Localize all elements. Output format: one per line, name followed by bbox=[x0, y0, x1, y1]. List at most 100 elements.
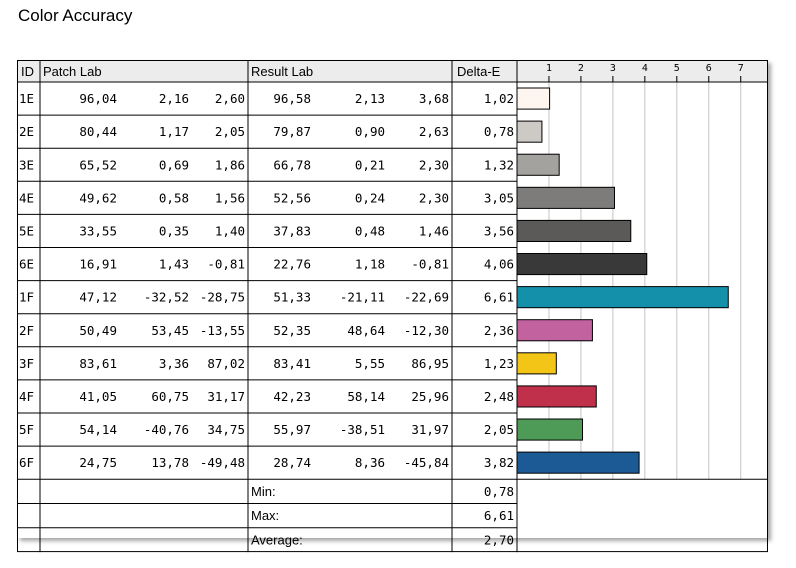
bar-3E bbox=[516, 153, 560, 176]
patch-lab-value: 1,43 bbox=[159, 257, 189, 272]
result-lab-value: 37,83 bbox=[273, 223, 311, 238]
patch-lab-value: 54,14 bbox=[79, 422, 117, 437]
delta-e-value: 4,06 bbox=[484, 257, 514, 272]
footer-value: 2,70 bbox=[484, 532, 514, 547]
result-lab-value: 0,48 bbox=[355, 223, 385, 238]
patch-lab-value: 96,04 bbox=[79, 91, 117, 106]
result-lab-value: 42,23 bbox=[273, 389, 311, 404]
patch-lab-value: 47,12 bbox=[79, 290, 117, 305]
result-lab-value: 2,63 bbox=[419, 124, 449, 139]
patch-lab-value: -32,52 bbox=[144, 290, 189, 305]
result-lab-value: 25,96 bbox=[411, 389, 449, 404]
result-lab-value: 86,95 bbox=[411, 356, 449, 371]
patch-lab-value: 1,17 bbox=[159, 124, 189, 139]
patch-lab-value: -49,48 bbox=[200, 455, 245, 470]
bar-3F bbox=[516, 352, 557, 375]
result-lab-value: 51,33 bbox=[273, 290, 311, 305]
patch-lab-value: 1,40 bbox=[215, 223, 245, 238]
delta-e-value: 2,05 bbox=[484, 422, 514, 437]
result-lab-value: 3,68 bbox=[419, 91, 449, 106]
row-id: 3E bbox=[19, 157, 34, 172]
patch-lab-value: 0,35 bbox=[159, 223, 189, 238]
result-lab-value: 79,87 bbox=[273, 124, 311, 139]
tick-label-6: 6 bbox=[706, 63, 712, 74]
result-lab-value: -45,84 bbox=[404, 455, 449, 470]
row-id: 4F bbox=[19, 389, 34, 404]
result-lab-value: 58,14 bbox=[347, 389, 385, 404]
patch-lab-value: 2,16 bbox=[159, 91, 189, 106]
tick-label-7: 7 bbox=[738, 63, 744, 74]
row-id: 6F bbox=[19, 455, 34, 470]
bar-5F bbox=[516, 418, 584, 441]
header-result-lab: Result Lab bbox=[251, 64, 313, 79]
patch-lab-value: 49,62 bbox=[79, 190, 117, 205]
patch-lab-value: 1,56 bbox=[215, 190, 245, 205]
bar-4E bbox=[516, 186, 615, 209]
bar-1E bbox=[516, 87, 551, 110]
row-id: 5F bbox=[19, 422, 34, 437]
chart-title: Color Accuracy bbox=[18, 6, 133, 25]
patch-lab-value: -40,76 bbox=[144, 422, 189, 437]
patch-lab-value: 33,55 bbox=[79, 223, 117, 238]
patch-lab-value: 83,61 bbox=[79, 356, 117, 371]
bar-2E bbox=[516, 120, 543, 143]
row-id: 6E bbox=[19, 257, 34, 272]
row-id: 4E bbox=[19, 190, 34, 205]
tick-label-4: 4 bbox=[642, 63, 648, 74]
bar-6F bbox=[516, 451, 640, 474]
footer-value: 0,78 bbox=[484, 484, 514, 499]
delta-e-value: 3,56 bbox=[484, 223, 514, 238]
patch-lab-value: 0,69 bbox=[159, 157, 189, 172]
result-lab-value: -0,81 bbox=[411, 257, 449, 272]
patch-lab-value: 2,60 bbox=[215, 91, 245, 106]
delta-e-value: 1,23 bbox=[484, 356, 514, 371]
result-lab-value: 66,78 bbox=[273, 157, 311, 172]
row-id: 5E bbox=[19, 223, 34, 238]
bar-4F bbox=[516, 385, 597, 408]
result-lab-value: 96,58 bbox=[273, 91, 311, 106]
patch-lab-value: 3,36 bbox=[159, 356, 189, 371]
footer-label: Average: bbox=[251, 532, 303, 547]
delta-e-value: 1,32 bbox=[484, 157, 514, 172]
patch-lab-value: 24,75 bbox=[79, 455, 117, 470]
patch-lab-value: 1,86 bbox=[215, 157, 245, 172]
tick-label-2: 2 bbox=[578, 63, 584, 74]
bar-1F bbox=[516, 286, 729, 309]
tick-label-5: 5 bbox=[674, 63, 680, 74]
row-id: 1F bbox=[19, 290, 34, 305]
patch-lab-value: 31,17 bbox=[207, 389, 245, 404]
delta-e-value: 0,78 bbox=[484, 124, 514, 139]
patch-lab-value: 87,02 bbox=[207, 356, 245, 371]
result-lab-value: 1,46 bbox=[419, 223, 449, 238]
result-lab-value: 48,64 bbox=[347, 323, 385, 338]
result-lab-value: 0,24 bbox=[355, 190, 385, 205]
patch-lab-value: -13,55 bbox=[200, 323, 245, 338]
delta-e-value: 6,61 bbox=[484, 290, 514, 305]
patch-lab-value: 65,52 bbox=[79, 157, 117, 172]
result-lab-value: 31,97 bbox=[411, 422, 449, 437]
row-id: 1E bbox=[19, 91, 34, 106]
bar-2F bbox=[516, 319, 593, 342]
header-row bbox=[17, 60, 768, 82]
patch-lab-value: 41,05 bbox=[79, 389, 117, 404]
result-lab-value: 83,41 bbox=[273, 356, 311, 371]
color-accuracy-table: ID Patch Lab Result Lab Delta-E 1 2 3 4 5 6 7 1E 96,… bbox=[17, 60, 768, 553]
result-lab-value: 0,21 bbox=[355, 157, 385, 172]
result-lab-value: 5,55 bbox=[355, 356, 385, 371]
patch-lab-value: 53,45 bbox=[151, 323, 189, 338]
header-id: ID bbox=[21, 64, 34, 79]
result-lab-value: -22,69 bbox=[404, 290, 449, 305]
result-lab-value: 8,36 bbox=[355, 455, 385, 470]
table-border bbox=[17, 60, 768, 553]
delta-e-value: 1,02 bbox=[484, 91, 514, 106]
row-id: 2F bbox=[19, 323, 34, 338]
delta-e-value: 3,05 bbox=[484, 190, 514, 205]
patch-lab-value: 0,58 bbox=[159, 190, 189, 205]
result-lab-value: 2,30 bbox=[419, 157, 449, 172]
result-lab-value: 55,97 bbox=[273, 422, 311, 437]
tick-label-1: 1 bbox=[546, 63, 552, 74]
tick-label-3: 3 bbox=[610, 63, 616, 74]
result-lab-value: 22,76 bbox=[273, 257, 311, 272]
result-lab-value: 1,18 bbox=[355, 257, 385, 272]
result-lab-value: 52,56 bbox=[273, 190, 311, 205]
